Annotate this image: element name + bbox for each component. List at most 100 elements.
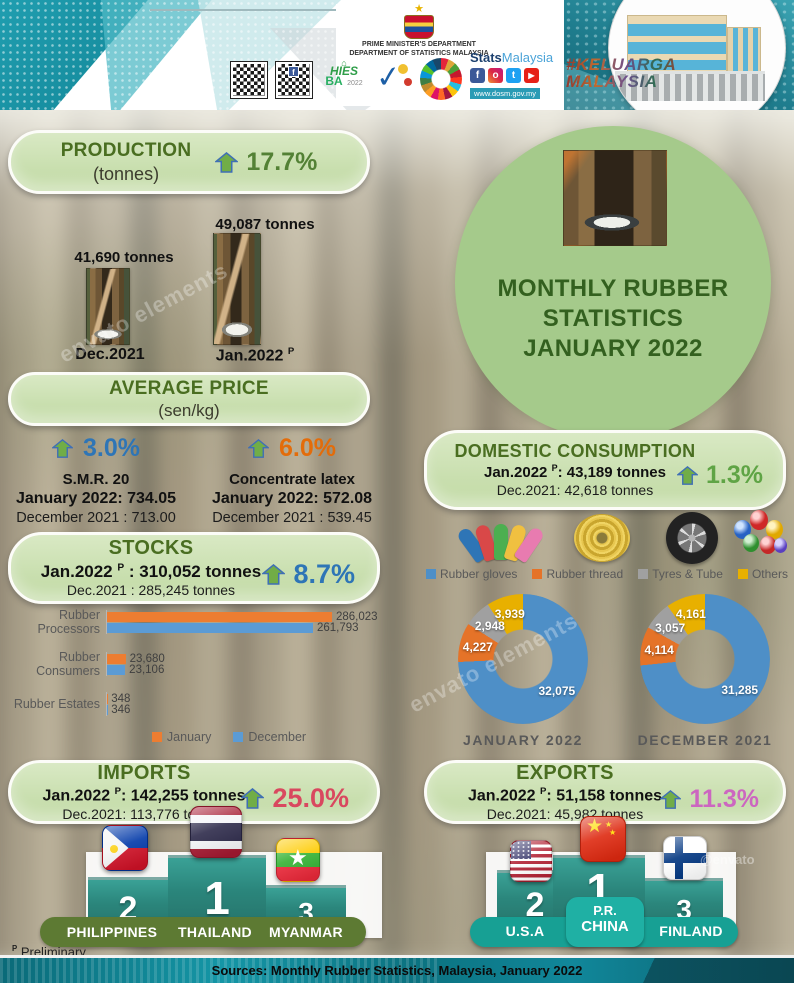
exports-country-china: CHINA (581, 918, 629, 935)
production-dec-caption: Dec.2021 (58, 346, 162, 364)
stats-malaysia-block: StatsMalaysia f o t ▶ www.dosm.gov.my (470, 50, 562, 101)
stocks-bar-line: 346 (107, 704, 394, 716)
exports-jan-pre: Jan.2022 (467, 786, 536, 804)
hero-circle: MONTHLY RUBBER STATISTICS JANUARY 2022 (455, 126, 771, 440)
donut-slice-value: 3,939 (494, 607, 525, 622)
exports-title: EXPORTS (516, 761, 614, 784)
stocks-category-label: Rubber Estates (13, 697, 100, 711)
instagram-icon[interactable]: o (488, 68, 503, 83)
header-banner: ★ PRIME MINISTER'S DEPARTMENT DEPARTMENT… (0, 0, 794, 110)
stocks-bar-row: Rubber Estates 348 346 (4, 692, 394, 716)
domestic-change-group: 1.3% (677, 461, 763, 490)
donut-slice-value: 2,948 (474, 618, 505, 633)
rank-number: 3 (676, 893, 692, 925)
stocks-bar-december (107, 622, 313, 633)
stats-brand-light: Malaysia (501, 50, 554, 65)
preliminary-superscript: P (551, 462, 558, 473)
imports-jan-pre: Jan.2022 (42, 786, 111, 804)
stocks-bar-value: 261,793 (316, 621, 359, 634)
myanmar-flag-icon: ★ (276, 838, 320, 882)
hies-roof-icon: ⌂ (341, 58, 347, 68)
stocks-bar-line: 348 (107, 693, 394, 705)
donut-title-december: DECEMBER 2021 (637, 732, 773, 748)
dosm-building-wing (727, 27, 761, 73)
stocks-bar-line: 286,023 (107, 611, 394, 623)
census-logo: ✓ (372, 58, 416, 102)
latex-change: 6.0% (279, 434, 336, 462)
rubber-gloves-icon (455, 512, 546, 564)
rubber-thread-label: Rubber thread (546, 567, 624, 581)
donut-labels-december: 31,285 4,114 3,057 4,161 (640, 594, 770, 724)
hies-ba-text: BA (325, 74, 343, 88)
balloons-icon (730, 510, 788, 564)
production-dec-value: 41,690 tonnes (74, 249, 174, 266)
legend-others: Others (737, 567, 788, 581)
footer-triangle-shape (554, 958, 794, 983)
exports-country-finland: FINLAND (659, 923, 723, 939)
footer-source-bar: Sources: Monthly Rubber Statistics, Mala… (0, 955, 794, 983)
exports-country-pr: P.R. (593, 903, 617, 918)
stocks-bar-row: Rubber Consumers 23,680 23,106 (4, 650, 394, 678)
smr20-change-group: 3.0% (4, 434, 188, 463)
stocks-bar-value: 23,106 (129, 663, 165, 676)
domestic-change: 1.3% (706, 461, 763, 489)
tyres-tube-label: Tyres & Tube (652, 567, 723, 581)
stocks-bar-group: 348 346 (106, 692, 394, 716)
legend-rubber-gloves: Rubber gloves (426, 567, 517, 581)
jan-caption-text: Jan.2022 (215, 347, 284, 365)
sources-text: Sources: Monthly Rubber Statistics, Mala… (211, 963, 583, 978)
title-line3: JANUARY 2022 (523, 335, 703, 362)
imports-jan-line: Jan.2022 P: 142,255 tonnes (43, 786, 246, 806)
hies-year: 2022 (347, 80, 363, 87)
legend-item-december: December (233, 730, 306, 744)
rubber-tapping-photo (563, 150, 667, 246)
stocks-bar-line: 261,793 (107, 621, 394, 634)
malaysia-coat-of-arms-star-icon: ★ (414, 2, 424, 15)
donut-labels-january: 32,075 4,227 2,948 3,939 (458, 594, 588, 724)
domestic-jan-line: Jan.2022 P: 43,189 tonnes (454, 463, 695, 483)
production-title: PRODUCTION (60, 139, 192, 161)
exports-jan-post: : 51,158 tonnes (546, 786, 663, 804)
facebook-icon[interactable]: f (470, 68, 485, 83)
title-line2: STATISTICS (542, 305, 684, 332)
website-link[interactable]: www.dosm.gov.my (470, 88, 540, 99)
stocks-category-label: Rubber Processors (37, 608, 100, 636)
january-legend-label: January (166, 730, 212, 744)
footer-stripe-pattern (0, 958, 437, 983)
social-icons-row: f o t ▶ (470, 68, 562, 83)
facebook-icon[interactable]: f (288, 66, 299, 77)
sdg-wheel-icon (420, 58, 462, 100)
stocks-title: STOCKS (108, 537, 194, 560)
dec-caption-text: Dec.2021 (75, 346, 145, 363)
legend-rubber-thread: Rubber thread (532, 567, 623, 581)
up-arrow-icon (677, 466, 699, 485)
imports-title: IMPORTS (97, 761, 191, 784)
twitter-icon[interactable]: t (506, 68, 521, 83)
header-accent-line (150, 9, 430, 11)
december-legend-swatch (233, 732, 244, 742)
january-legend-swatch (151, 732, 162, 742)
rubber-gloves-swatch (426, 569, 436, 579)
average-price-heading: AVERAGE PRICE (sen/kg) (109, 377, 269, 422)
imports-country-philippines: PHILIPPINES (66, 924, 158, 940)
qr-code[interactable] (230, 61, 268, 99)
smr20-name: S.M.R. 20 (62, 471, 130, 488)
youtube-icon[interactable]: ▶ (524, 68, 539, 83)
stocks-bar-row: Rubber Processors 286,023 261,793 (4, 608, 394, 636)
production-jan-value: 49,087 tonnes (215, 216, 315, 233)
production-card: PRODUCTION (tonnes) 17.7% (8, 130, 370, 194)
exports-card: EXPORTS Jan.2022 P: 51,158 tonnes Dec.20… (424, 760, 786, 824)
donut-chart-january: 32,075 4,227 2,948 3,939 JANUARY 2022 (458, 594, 588, 758)
exports-change: 11.3% (689, 785, 759, 813)
donut-slice-value: 4,227 (462, 639, 493, 654)
preliminary-superscript: P (540, 785, 547, 797)
preliminary-superscript: P (114, 785, 121, 797)
donut-title-january: JANUARY 2022 (463, 732, 583, 748)
finland-flag-icon (663, 836, 707, 880)
donut-slice-value: 32,075 (538, 684, 576, 699)
smr20-price-block: 3.0% S.M.R. 20 January 2022: 734.05 Dece… (4, 434, 188, 526)
malaysia-coat-of-arms-icon (404, 15, 434, 39)
average-price-title: AVERAGE PRICE (109, 377, 269, 399)
imports-dec-line: Dec.2021: 113,776 tonnes (62, 805, 226, 822)
